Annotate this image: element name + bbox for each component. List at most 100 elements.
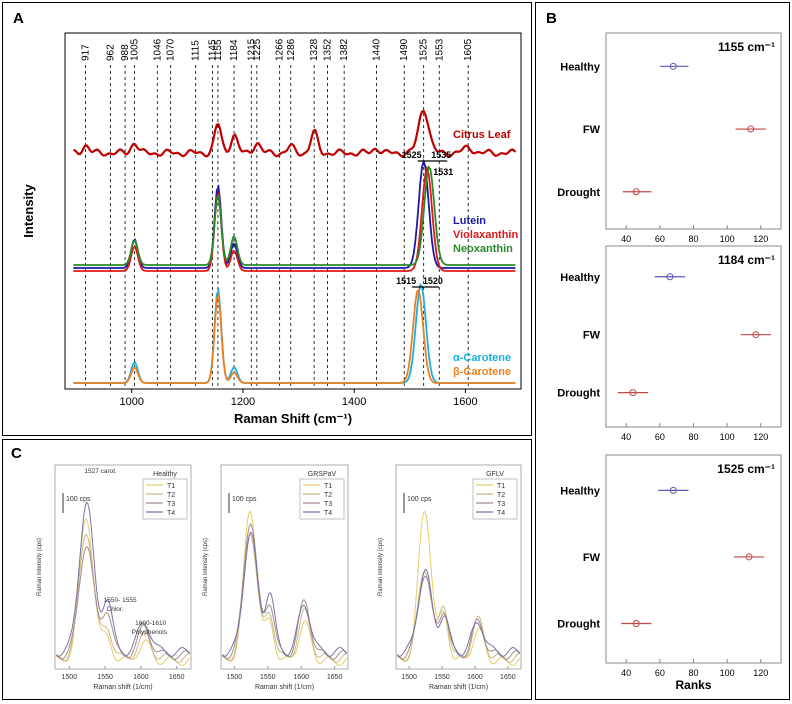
annotation: 1527 carot. [84, 468, 117, 475]
panel-b: B 1155 cm⁻¹ Healthy FW Drought 40 60 80 100 120 11… [535, 2, 790, 700]
peak-label: 1382 [339, 38, 350, 61]
series-label: β-Carotene [453, 366, 511, 378]
legend-label: T4 [497, 510, 505, 517]
x-tick-label: 80 [688, 234, 698, 244]
subplot-frame [395, 464, 522, 670]
x-tick-label: 100 [720, 668, 735, 678]
peak-label: 1266 [275, 38, 286, 61]
subplot-title: GFLV [486, 471, 504, 478]
panel-c: C 1500 1550 1600 1650 Raman shift (1/cm) Raman… [2, 439, 532, 700]
category-label: FW [583, 552, 601, 564]
panel-c-label: C [11, 445, 22, 462]
x-tick-label: 60 [655, 668, 665, 678]
peak-label: 1605 [463, 38, 474, 61]
subplot-frame [605, 454, 782, 664]
annotation: 1600-1610 [135, 620, 166, 627]
subplot-title: Healthy [153, 471, 177, 478]
series-label: α-Carotene [453, 352, 511, 364]
x-tick-label: 120 [753, 234, 768, 244]
spectrum-line [56, 517, 190, 666]
x-axis-label: Raman shift (1/cm) [429, 684, 488, 691]
spectrum-line [56, 501, 190, 658]
series-line [73, 282, 516, 384]
x-tick-label: 1600 [293, 674, 309, 681]
category-label: Healthy [560, 272, 601, 284]
subplot-title: GRSPaV [308, 471, 337, 478]
x-tick-label: 1600 [467, 674, 483, 681]
panel-a: A 917 962 988 1005 1046 1070 1115 1145 1155 1184 12… [2, 2, 532, 436]
mean-point [669, 62, 677, 70]
y-axis-label: Intensity [21, 184, 36, 238]
subplot-title: 1155 cm⁻¹ [718, 40, 775, 54]
panel-b-label: B [546, 10, 557, 27]
subplot-frame [605, 245, 782, 428]
legend-label: T2 [167, 492, 175, 499]
series-label: Neoxanthin [453, 243, 513, 255]
legend-label: T1 [324, 483, 332, 490]
x-axis-label: Ranks [675, 678, 711, 692]
mean-point [632, 619, 640, 627]
peak-label: 1215 [246, 38, 257, 61]
category-label: Drought [557, 187, 600, 199]
category-label: Healthy [560, 485, 601, 497]
x-axis-label: Raman shift (1/cm) [255, 684, 314, 691]
annotation: 1550- 1555 [104, 597, 137, 604]
scale-bar-label: 100 cps [66, 496, 91, 503]
mean-point [632, 188, 640, 196]
peak-label: 1490 [399, 38, 410, 61]
x-tick-label: 1200 [231, 396, 255, 408]
subplot-frame [605, 32, 782, 230]
bracket-label: 1515 [396, 276, 416, 286]
peak-label: 962 [106, 44, 117, 61]
series-line [73, 158, 516, 269]
peak-label: 1352 [322, 38, 333, 61]
peak-label: 1553 [434, 38, 445, 61]
x-tick-label: 1600 [133, 674, 149, 681]
x-tick-label: 1400 [342, 396, 366, 408]
category-label: Drought [557, 618, 600, 630]
x-tick-label: 100 [720, 432, 735, 442]
legend-label: T4 [324, 510, 332, 517]
bracket-label: 1520 [423, 276, 443, 286]
series-line [73, 288, 516, 384]
x-tick-label: 1650 [500, 674, 516, 681]
x-tick-label: 100 [720, 234, 735, 244]
x-tick-label: 80 [688, 668, 698, 678]
x-tick-label: 1500 [401, 674, 417, 681]
mean-point [752, 331, 760, 339]
series-line [72, 109, 517, 158]
x-tick-label: 120 [753, 668, 768, 678]
x-tick-label: 1550 [260, 674, 276, 681]
legend-label: T2 [324, 492, 332, 499]
peak-label: 988 [120, 44, 131, 61]
legend-label: T3 [324, 501, 332, 508]
plot-frame [64, 32, 522, 390]
mean-point [666, 273, 674, 281]
x-tick-label: 1000 [119, 396, 143, 408]
category-label: Drought [557, 388, 600, 400]
spectrum-line [222, 510, 348, 666]
series-label: Violaxanthin [453, 229, 518, 241]
x-axis-label: Raman Shift (cm⁻¹) [234, 411, 352, 426]
x-tick-label: 1650 [169, 674, 185, 681]
category-label: FW [583, 330, 601, 342]
x-tick-label: 60 [655, 432, 665, 442]
x-tick-label: 1500 [62, 674, 78, 681]
bracket-label: 1535 [431, 150, 451, 160]
peak-label: 1145 [207, 39, 218, 61]
peak-label: 1070 [166, 38, 177, 61]
x-tick-label: 60 [655, 234, 665, 244]
bracket-label: 1525 [402, 150, 422, 160]
peak-label: 1155 [213, 39, 224, 61]
series-label: Lutein [453, 215, 486, 227]
mean-point [629, 389, 637, 397]
spectrum-line [221, 523, 348, 660]
annotation: Polyphenols [132, 629, 168, 636]
y-axis-label: Raman intensity (cps) [203, 538, 209, 596]
x-tick-label: 40 [621, 668, 631, 678]
x-tick-label: 1650 [327, 674, 343, 681]
legend-label: T3 [497, 501, 505, 508]
x-tick-label: 40 [621, 234, 631, 244]
x-tick-label: 1550 [97, 674, 113, 681]
